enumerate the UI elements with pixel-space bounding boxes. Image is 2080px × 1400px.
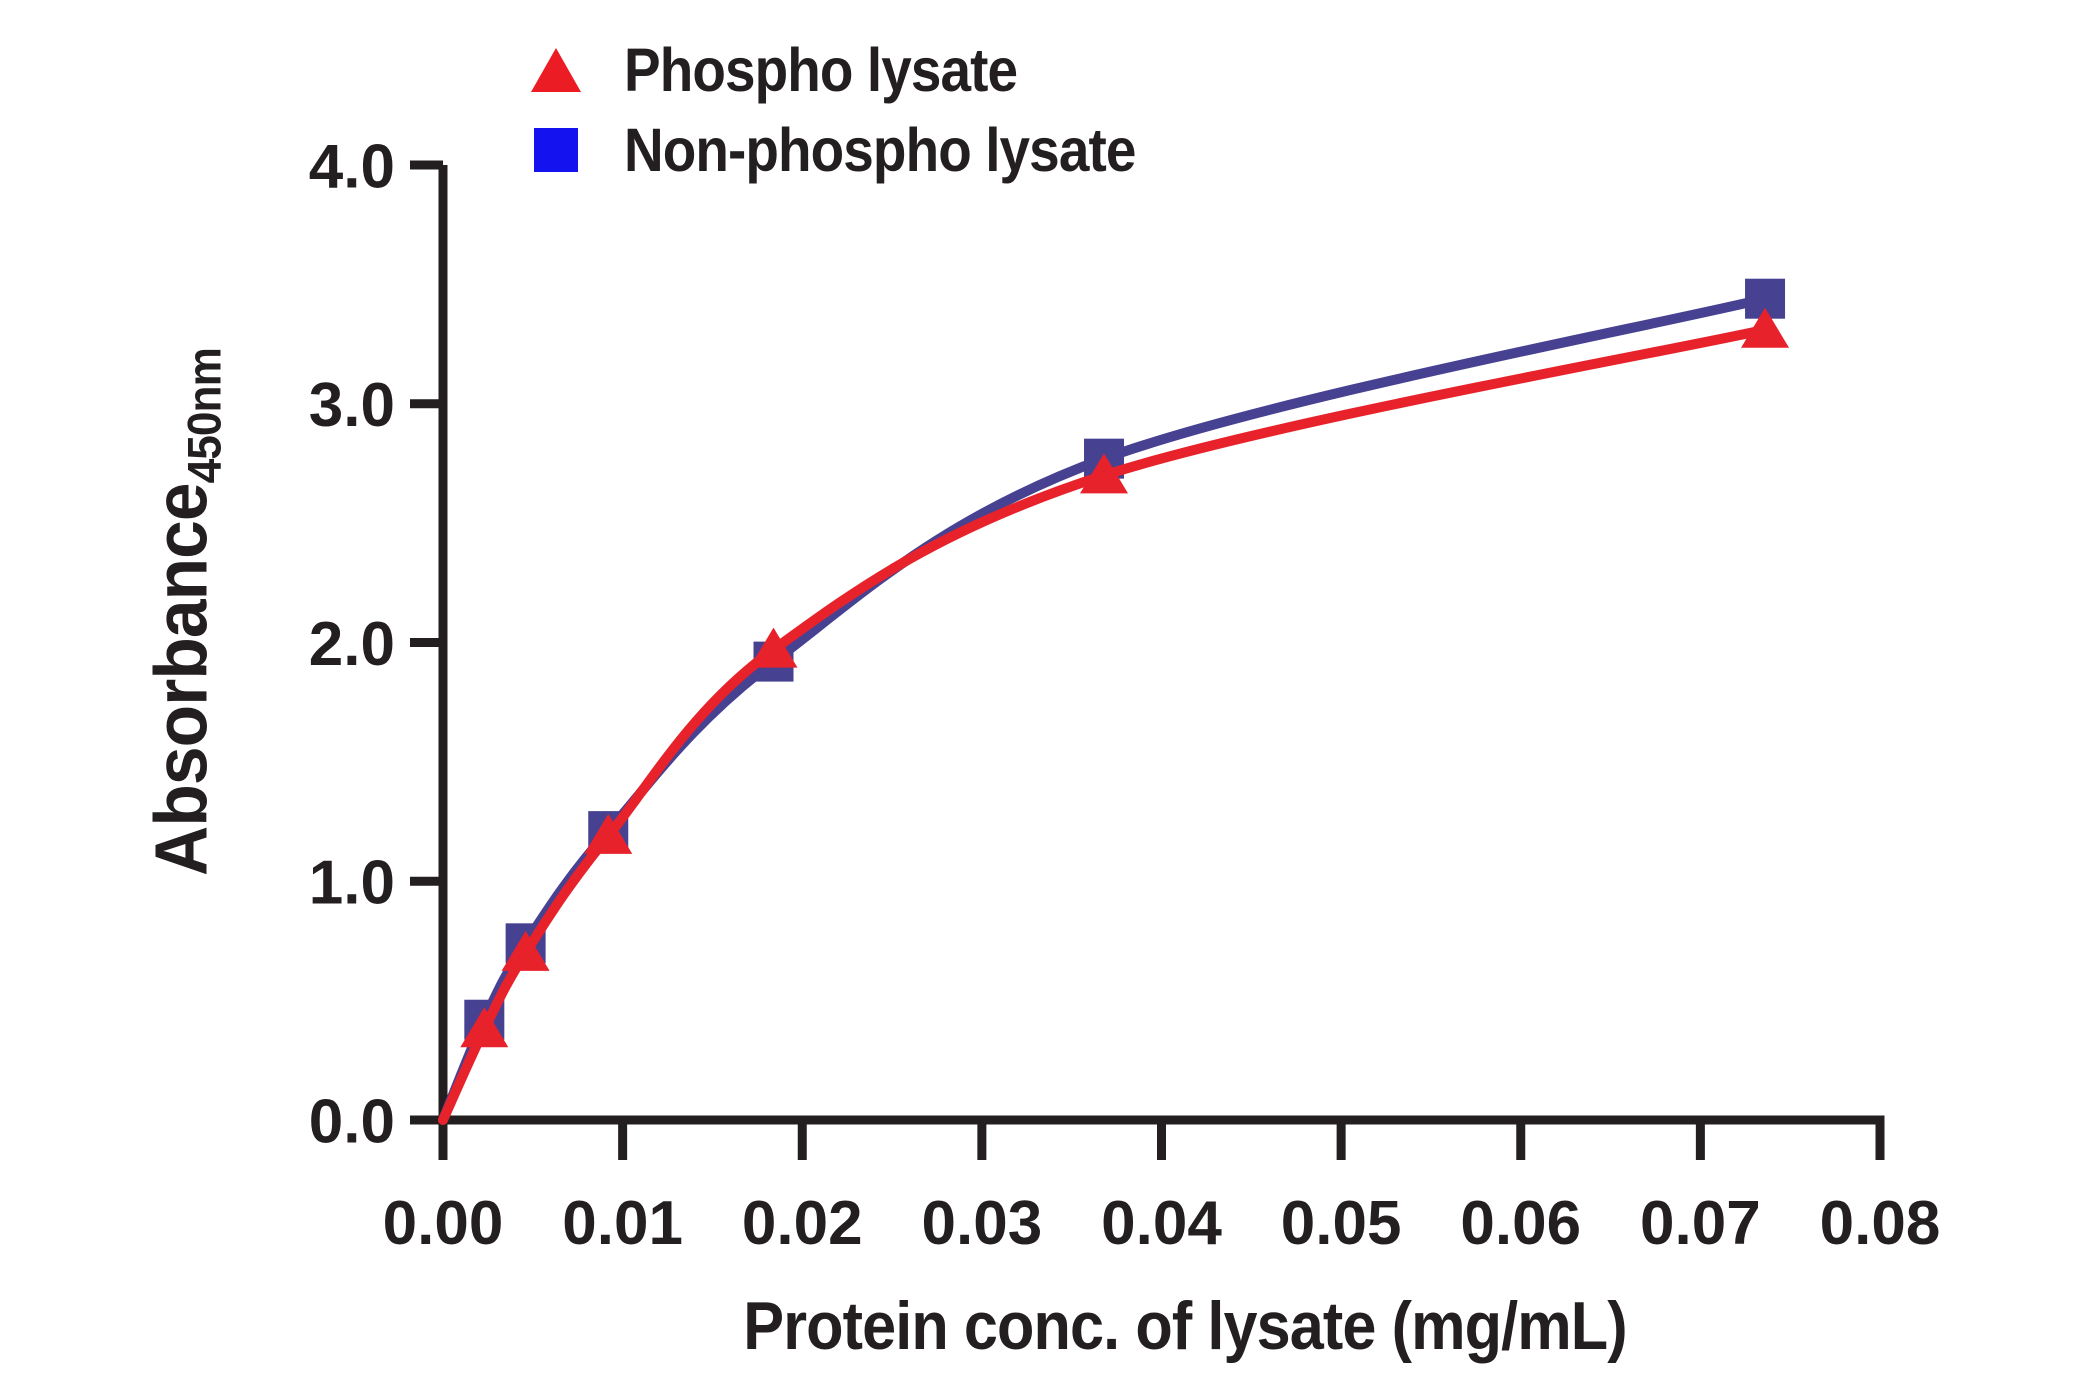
- legend-item-phospho: Phospho lysate: [530, 30, 1192, 110]
- x-tick-label: 0.08: [1820, 1189, 1941, 1258]
- y-tick-label: 3.0: [309, 371, 395, 440]
- x-tick-label: 0.01: [562, 1189, 683, 1258]
- legend-item-non-phospho: Non-phospho lysate: [530, 110, 1192, 190]
- x-tick-label: 0.02: [742, 1189, 863, 1258]
- x-axis-title: Protein conc. of lysate (mg/mL): [743, 1288, 1627, 1364]
- x-tick-label: 0.06: [1460, 1189, 1581, 1258]
- x-tick-label: 0.07: [1640, 1189, 1761, 1258]
- curve-non-phospho-lysate: [438, 293, 1770, 1125]
- y-axis-title-text: Absorbance: [139, 483, 223, 876]
- marker-phospho-triangle: [501, 930, 550, 971]
- x-tick-label: 0.00: [383, 1189, 504, 1258]
- y-axis-title: Absorbance450nm: [139, 348, 232, 876]
- legend-label-phospho: Phospho lysate: [624, 36, 1018, 104]
- marker-phospho-triangle: [749, 627, 798, 668]
- y-tick-label: 0.0: [309, 1087, 395, 1156]
- marker-phospho-triangle: [1741, 307, 1790, 348]
- marker-phospho-triangle: [1080, 453, 1129, 494]
- legend: Phospho lysate Non-phospho lysate: [530, 30, 1192, 190]
- y-tick-label: 2.0: [309, 610, 395, 679]
- square-marker-icon: [530, 128, 582, 172]
- x-tick-label: 0.05: [1281, 1189, 1402, 1258]
- y-tick-label: 4.0: [309, 132, 395, 201]
- x-tick-label: 0.03: [922, 1189, 1043, 1258]
- triangle-marker-icon: [530, 48, 582, 92]
- y-tick-label: 1.0: [309, 849, 395, 918]
- legend-label-non-phospho: Non-phospho lysate: [624, 116, 1136, 184]
- x-tick-label: 0.04: [1101, 1189, 1222, 1258]
- marker-phospho-triangle: [460, 1007, 509, 1048]
- y-axis-title-subscript: 450nm: [177, 348, 231, 484]
- marker-phospho-triangle: [584, 813, 633, 854]
